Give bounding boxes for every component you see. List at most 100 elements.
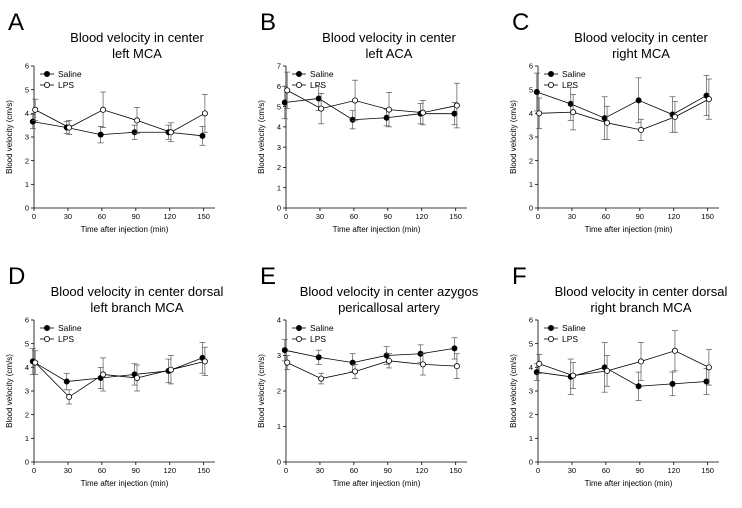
chart-f-y-tick-label: 1	[529, 434, 533, 443]
chart-f-lps-point	[536, 360, 543, 367]
chart-d-lps-point	[134, 374, 141, 381]
chart-f-x-tick-label: 150	[701, 466, 714, 475]
chart-a-legend-label: LPS	[58, 80, 74, 90]
chart-e-x-axis-label: Time after injection (min)	[333, 479, 421, 488]
chart-b-x-tick-label: 60	[350, 212, 358, 221]
chart-a-y-tick-label: 1	[25, 180, 29, 189]
chart-f-lps-point	[604, 367, 611, 374]
chart-f-legend-marker	[548, 325, 555, 332]
chart-d-y-tick-label: 5	[25, 339, 29, 348]
chart-b-y-tick-label: 6	[277, 82, 281, 91]
chart-a-saline-point	[29, 118, 36, 125]
chart-f-legend-marker	[548, 336, 555, 343]
chart-d-legend-marker	[44, 336, 51, 343]
chart-c-y-tick-label: 6	[529, 62, 533, 71]
chart-d-title-line: Blood velocity in center dorsal	[51, 284, 224, 299]
chart-c-lps-series-line	[539, 98, 710, 131]
chart-c-y-tick-label: 2	[529, 156, 533, 165]
chart-f-lps-point	[638, 358, 645, 365]
chart-b-lps-point	[453, 102, 460, 109]
chart-f-y-tick-label: 0	[529, 458, 533, 467]
chart-e-saline-point	[281, 347, 288, 354]
chart-f-lps-point	[570, 372, 577, 379]
chart-e-x-tick-label: 150	[449, 466, 462, 475]
chart-f-saline-series-line	[536, 366, 707, 387]
chart-f-legend-label: Saline	[562, 323, 586, 333]
chart-d-saline-point	[63, 378, 70, 385]
chart-b-lps-series-line	[287, 89, 457, 114]
chart-f-y-tick-label: 6	[529, 316, 533, 325]
chart-f-saline-point	[635, 383, 642, 390]
panel-c: C Blood velocity in center right MCA 0 1 2 3 4 5…	[504, 0, 742, 254]
chart-a-saline-point	[199, 132, 206, 139]
chart-a-legend-label: Saline	[58, 69, 82, 79]
chart-c-saline-point	[533, 89, 540, 96]
chart-a-x-tick-label: 60	[98, 212, 106, 221]
chart-e: E Blood velocity in center azygospericall…	[257, 263, 479, 488]
chart-d-panel-letter: D	[8, 263, 25, 290]
chart-c-lps-point	[638, 126, 645, 133]
chart-d-x-tick-label: 120	[163, 466, 176, 475]
chart-e-legend-label: Saline	[310, 323, 334, 333]
chart-e-lps-point	[453, 363, 460, 370]
chart-e-x-tick-label: 120	[415, 466, 428, 475]
chart-d-x-axis-label: Time after injection (min)	[81, 479, 169, 488]
chart-b-saline-point	[315, 95, 322, 102]
chart-f-saline-point	[533, 369, 540, 376]
chart-e-x-tick-label: 0	[284, 466, 288, 475]
chart-c-lps-point	[570, 109, 577, 116]
chart-a-lps-point	[134, 117, 141, 124]
chart-a-lps-point	[100, 106, 107, 113]
chart-b-x-tick-label: 150	[449, 212, 462, 221]
chart-c-x-tick-label: 0	[536, 212, 540, 221]
chart-d-lps-point	[32, 359, 39, 366]
chart-f-saline-point	[669, 380, 676, 387]
chart-b-y-tick-label: 4	[277, 123, 281, 132]
chart-d-lps-point	[100, 371, 107, 378]
chart-d-y-tick-label: 1	[25, 434, 29, 443]
chart-c-title-line: right MCA	[612, 46, 670, 61]
chart-e-lps-series-line	[287, 360, 457, 379]
chart-f-lps-point	[671, 347, 678, 354]
chart-e-panel-letter: E	[260, 263, 276, 290]
chart-b-saline-point	[451, 110, 458, 117]
chart-a-lps-point	[167, 129, 174, 136]
chart-e-y-axis-label: Blood velocity (cm/s)	[257, 354, 266, 428]
chart-b-y-tick-label: 7	[277, 62, 281, 71]
chart-a-x-axis-label: Time after injection (min)	[81, 225, 169, 234]
chart-f-x-tick-label: 30	[568, 466, 576, 475]
chart-c-lps-point	[604, 119, 611, 126]
chart-e-legend-marker	[296, 325, 303, 332]
chart-b-legend-label: LPS	[310, 80, 326, 90]
chart-b-legend-marker	[296, 71, 303, 78]
chart-f-y-tick-label: 5	[529, 339, 533, 348]
chart-e-x-tick-label: 30	[316, 466, 324, 475]
chart-b-y-tick-label: 2	[277, 163, 281, 172]
chart-d-y-tick-label: 0	[25, 458, 29, 467]
chart-a-y-tick-label: 2	[25, 156, 29, 165]
chart-c-x-tick-label: 90	[636, 212, 644, 221]
chart-c-y-tick-label: 5	[529, 85, 533, 94]
chart-e-x-tick-label: 90	[384, 466, 392, 475]
chart-d-lps-point	[66, 393, 73, 400]
chart-c-y-tick-label: 4	[529, 109, 533, 118]
chart-c-lps-point	[705, 96, 712, 103]
chart-c-y-tick-label: 3	[529, 133, 533, 142]
chart-b-title-line: Blood velocity in center	[322, 30, 456, 45]
chart-b-lps-point	[386, 106, 393, 113]
chart-f-y-axis-label: Blood velocity (cm/s)	[509, 354, 518, 428]
chart-b-x-tick-label: 0	[284, 212, 288, 221]
chart-e-y-tick-label: 0	[277, 458, 281, 467]
chart-d-legend-label: Saline	[58, 323, 82, 333]
chart-a-lps-series-line	[35, 109, 206, 133]
chart-c-saline-series-line	[536, 91, 707, 119]
chart-b-y-tick-label: 5	[277, 102, 281, 111]
chart-b-lps-point	[352, 97, 359, 104]
chart-a-x-tick-label: 30	[64, 212, 72, 221]
chart-f-saline-point	[703, 378, 710, 385]
chart-c-saline-point	[635, 97, 642, 104]
chart-c-lps-point	[536, 110, 543, 117]
chart-a-title-line: left MCA	[112, 46, 162, 61]
